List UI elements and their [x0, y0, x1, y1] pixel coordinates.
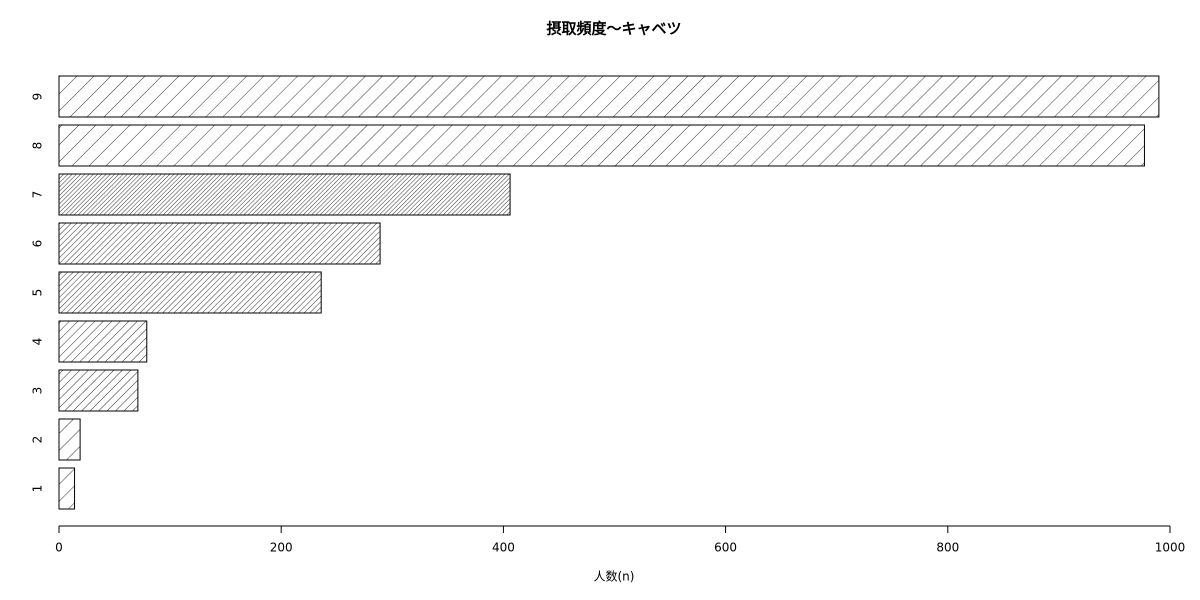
x-tick-label: 400 [492, 541, 515, 555]
y-tick-label: 7 [31, 191, 45, 199]
bar [58, 222, 381, 265]
y-tick-label: 2 [31, 436, 45, 444]
x-tick-label: 1000 [1155, 541, 1186, 555]
bar [58, 320, 148, 363]
bar [58, 75, 1160, 118]
x-tick-label: 800 [936, 541, 959, 555]
bar [58, 369, 139, 412]
y-tick-label: 9 [31, 93, 45, 101]
bar [58, 124, 1145, 167]
y-tick-label: 4 [31, 338, 45, 346]
x-tick-label: 600 [714, 541, 737, 555]
chart-title: 摂取頻度〜キャベツ [546, 20, 681, 38]
bar [58, 467, 76, 510]
bar [58, 418, 81, 461]
y-tick-label: 8 [31, 142, 45, 150]
y-tick-label: 3 [31, 387, 45, 395]
x-tick-label: 200 [270, 541, 293, 555]
y-tick-label: 1 [31, 485, 45, 493]
y-tick-label: 5 [31, 289, 45, 297]
x-tick-label: 0 [55, 541, 63, 555]
x-axis-label: 人数(n) [594, 569, 635, 584]
y-tick-label: 6 [31, 240, 45, 248]
bar [58, 271, 322, 314]
bar [58, 173, 511, 216]
